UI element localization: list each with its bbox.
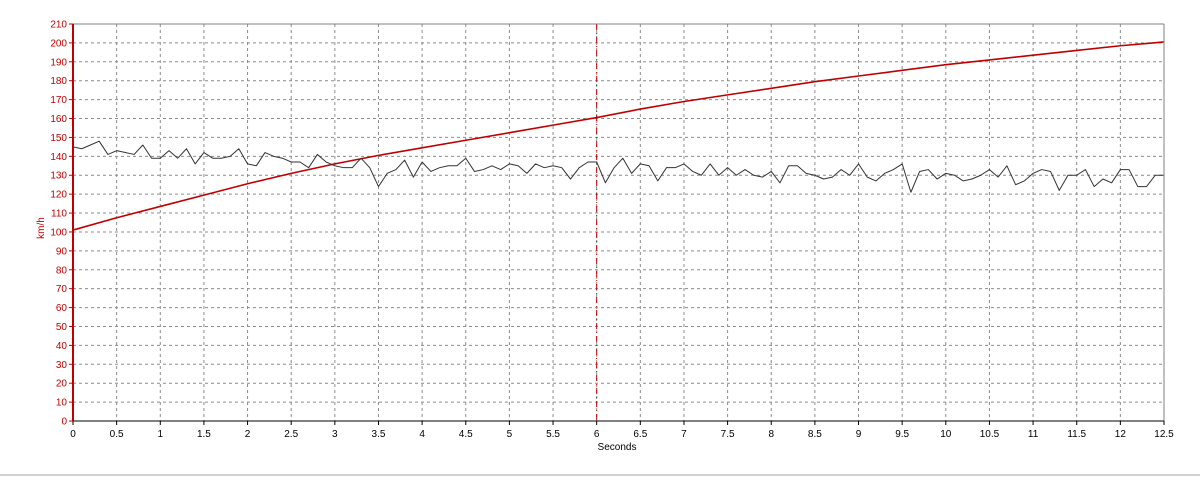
x-tick-label: 7 <box>681 429 687 440</box>
x-tick-label: 9 <box>856 429 862 440</box>
y-axis-title: km/h <box>36 217 47 239</box>
y-tick-label: 0 <box>61 417 67 428</box>
x-tick-label: 6 <box>594 429 600 440</box>
y-tick-label: 100 <box>50 227 67 238</box>
x-tick-label: 10 <box>940 429 952 440</box>
y-tick-label: 170 <box>50 95 67 106</box>
x-tick-label: 1 <box>157 429 163 440</box>
y-tick-label: 70 <box>56 284 68 295</box>
series-line-speed <box>72 41 1165 231</box>
y-tick-label: 110 <box>51 209 67 220</box>
y-tick-label: 140 <box>50 152 67 163</box>
x-axis-title: Seconds <box>598 442 637 453</box>
x-tick-label: 8 <box>768 429 774 440</box>
x-tick-label: 11 <box>1028 429 1039 440</box>
x-tick-label: 9.5 <box>895 429 909 440</box>
y-tick-label: 200 <box>50 38 67 49</box>
y-tick-label: 190 <box>50 57 67 68</box>
y-tick-label: 130 <box>50 171 67 182</box>
axes <box>0 23 1200 476</box>
x-tick-label: 5 <box>507 429 513 440</box>
y-tick-label: 40 <box>56 341 68 352</box>
y-tick-label: 80 <box>56 265 68 276</box>
x-tick-label: 0 <box>70 429 76 440</box>
x-tick-label: 11.5 <box>1067 429 1086 440</box>
grid-lines <box>73 24 1164 421</box>
y-tick-label: 150 <box>50 133 67 144</box>
data-series <box>72 41 1165 231</box>
x-tick-label: 3.5 <box>372 429 386 440</box>
x-tick-label: 12.5 <box>1154 429 1174 440</box>
y-tick-labels: 0 10 20 30 40 50 60 70 80 90 100 110 120 130 140 150 160… <box>50 20 67 428</box>
x-tick-label: 12 <box>1115 429 1127 440</box>
y-tick-label: 60 <box>56 303 68 314</box>
y-tick-label: 160 <box>50 114 67 125</box>
y-tick-label: 30 <box>56 360 68 371</box>
y-tick-label: 90 <box>56 246 68 257</box>
x-tick-label: 2.5 <box>284 429 298 440</box>
x-tick-label: 4.5 <box>459 429 473 440</box>
y-tick-label: 20 <box>56 379 68 390</box>
x-tick-label: 8.5 <box>808 429 822 440</box>
x-tick-label: 1.5 <box>197 429 211 440</box>
x-tick-label: 0.5 <box>110 429 124 440</box>
x-tick-label: 7.5 <box>721 429 735 440</box>
x-tick-labels: 0 0.5 1 1.5 2 2.5 3 3.5 4 4.5 5 5.5 6 6.5 7 7.5 8 8.5 9 9.5… <box>70 429 1174 440</box>
x-tick-label: 4 <box>419 429 425 440</box>
series-line-secondary <box>72 140 1164 193</box>
y-tick-label: 210 <box>50 20 67 31</box>
y-tick-label: 120 <box>50 190 67 201</box>
y-tick-label: 50 <box>56 322 68 333</box>
y-tick-label: 180 <box>50 76 67 87</box>
x-tick-label: 10.5 <box>980 429 1000 440</box>
y-tick-label: 10 <box>56 398 68 409</box>
x-tick-label: 5.5 <box>546 429 560 440</box>
x-tick-label: 6.5 <box>633 429 647 440</box>
x-tick-label: 2 <box>245 429 251 440</box>
x-tick-label: 3 <box>332 429 338 440</box>
